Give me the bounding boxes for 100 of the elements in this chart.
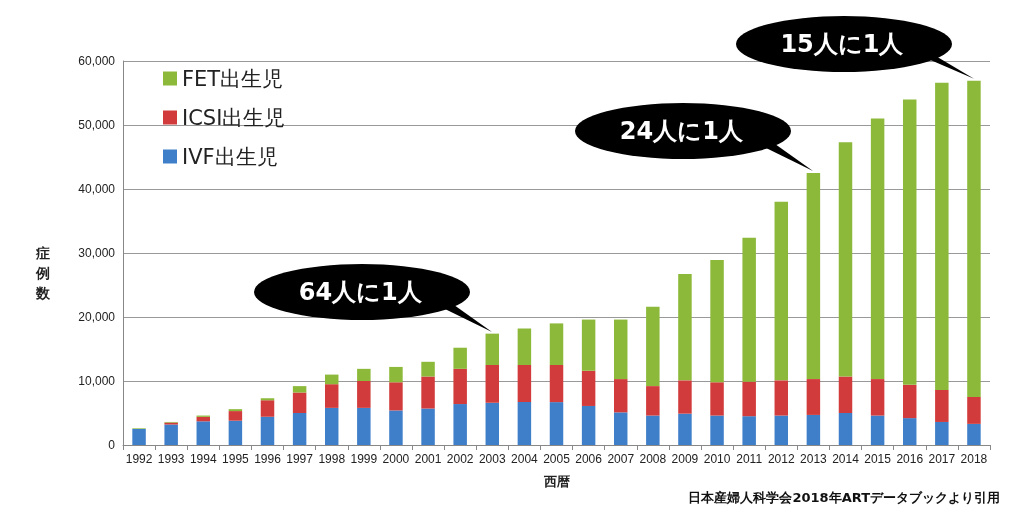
x-tick-label: 1996 bbox=[254, 452, 282, 466]
bar bbox=[324, 407, 339, 445]
bar bbox=[774, 380, 789, 416]
bar bbox=[935, 421, 949, 445]
bar bbox=[710, 382, 724, 416]
bar bbox=[935, 389, 949, 422]
bar bbox=[646, 306, 660, 387]
bar bbox=[902, 418, 917, 445]
x-tick-label: 2011 bbox=[736, 452, 763, 466]
bar bbox=[581, 405, 596, 445]
legend-label: FET出生児 bbox=[182, 66, 284, 91]
x-tick-label: 2003 bbox=[478, 452, 506, 466]
bar bbox=[870, 118, 885, 380]
bar bbox=[870, 379, 885, 416]
bar bbox=[838, 142, 853, 377]
bar bbox=[357, 368, 371, 381]
bar bbox=[613, 412, 628, 445]
bar bbox=[453, 347, 467, 369]
x-tick-label: 2014 bbox=[832, 452, 860, 466]
bar bbox=[389, 410, 403, 445]
bar bbox=[228, 420, 243, 445]
annotation: 24人に1人 bbox=[573, 103, 790, 159]
y-tick-label: 60,000 bbox=[78, 54, 116, 68]
x-tick-label: 2018 bbox=[960, 452, 988, 466]
x-tick-label: 1999 bbox=[350, 452, 378, 466]
x-tick-label: 1998 bbox=[318, 452, 346, 466]
bar bbox=[357, 407, 371, 445]
legend-label: IVF出生児 bbox=[182, 144, 278, 169]
bar bbox=[517, 402, 532, 445]
bar bbox=[806, 173, 821, 380]
x-tick-label: 2007 bbox=[607, 452, 635, 466]
bar bbox=[678, 274, 692, 381]
bar bbox=[517, 328, 532, 365]
x-tick-label: 1995 bbox=[222, 452, 250, 466]
x-axis-title: 西暦 bbox=[542, 474, 570, 489]
bar bbox=[324, 384, 339, 408]
y-tick-label: 0 bbox=[108, 438, 116, 452]
bar bbox=[581, 370, 596, 406]
bar bbox=[357, 381, 371, 408]
bar bbox=[485, 333, 500, 365]
bar bbox=[228, 411, 243, 421]
bar bbox=[806, 379, 821, 415]
bar bbox=[389, 366, 403, 383]
bar bbox=[517, 365, 532, 403]
bar bbox=[485, 365, 500, 403]
y-tick-label: 10,000 bbox=[78, 374, 116, 388]
x-tick-label: 2016 bbox=[896, 452, 924, 466]
x-tick-label: 2013 bbox=[800, 452, 828, 466]
bar bbox=[453, 404, 467, 445]
x-tick-label: 2004 bbox=[511, 452, 539, 466]
bar bbox=[774, 201, 789, 381]
bar bbox=[742, 237, 756, 382]
bar bbox=[292, 392, 307, 413]
bar bbox=[742, 381, 756, 417]
bar bbox=[389, 382, 403, 411]
bar bbox=[260, 400, 275, 417]
bar bbox=[870, 415, 885, 445]
bar bbox=[742, 416, 756, 445]
bar bbox=[967, 423, 981, 445]
bar bbox=[421, 361, 435, 377]
x-tick-label: 2001 bbox=[414, 452, 442, 466]
bar bbox=[549, 323, 564, 365]
bar bbox=[838, 413, 853, 445]
bar bbox=[902, 384, 917, 419]
legend-label: ICSI出生児 bbox=[182, 105, 286, 130]
x-tick-label: 2015 bbox=[864, 452, 892, 466]
x-tick-label: 2009 bbox=[671, 452, 699, 466]
bar bbox=[838, 376, 853, 413]
x-tick-label: 1993 bbox=[157, 452, 185, 466]
bar bbox=[549, 402, 564, 445]
bar bbox=[935, 82, 949, 390]
y-tick-label: 30,000 bbox=[78, 246, 116, 260]
x-tick-label: 2002 bbox=[446, 452, 474, 466]
y-tick-label: 40,000 bbox=[78, 182, 116, 196]
x-tick-label: 2005 bbox=[543, 452, 571, 466]
bar bbox=[613, 319, 628, 380]
bar bbox=[132, 429, 146, 445]
text: 日本産婦人科学会2018年ARTデータブックより引用 bbox=[688, 490, 1001, 505]
y-axis-title: 症例数 bbox=[35, 245, 51, 301]
bar bbox=[292, 413, 307, 445]
x-tick-label: 1994 bbox=[189, 452, 217, 466]
bar bbox=[485, 402, 500, 445]
bar bbox=[967, 397, 981, 424]
bar bbox=[646, 386, 660, 416]
bar bbox=[260, 416, 275, 445]
bar bbox=[453, 368, 467, 405]
bar bbox=[196, 421, 211, 445]
y-tick-label: 50,000 bbox=[78, 118, 116, 132]
bar bbox=[292, 386, 307, 393]
x-tick-label: 2000 bbox=[382, 452, 410, 466]
y-tick-label: 20,000 bbox=[78, 310, 116, 324]
bar bbox=[806, 414, 821, 445]
x-tick-label: 2006 bbox=[575, 452, 603, 466]
bar bbox=[421, 408, 435, 445]
bar bbox=[678, 413, 692, 445]
bar bbox=[678, 380, 692, 414]
bar bbox=[324, 374, 339, 385]
bar bbox=[646, 415, 660, 445]
bar bbox=[421, 376, 435, 409]
x-tick-label: 2012 bbox=[767, 452, 795, 466]
